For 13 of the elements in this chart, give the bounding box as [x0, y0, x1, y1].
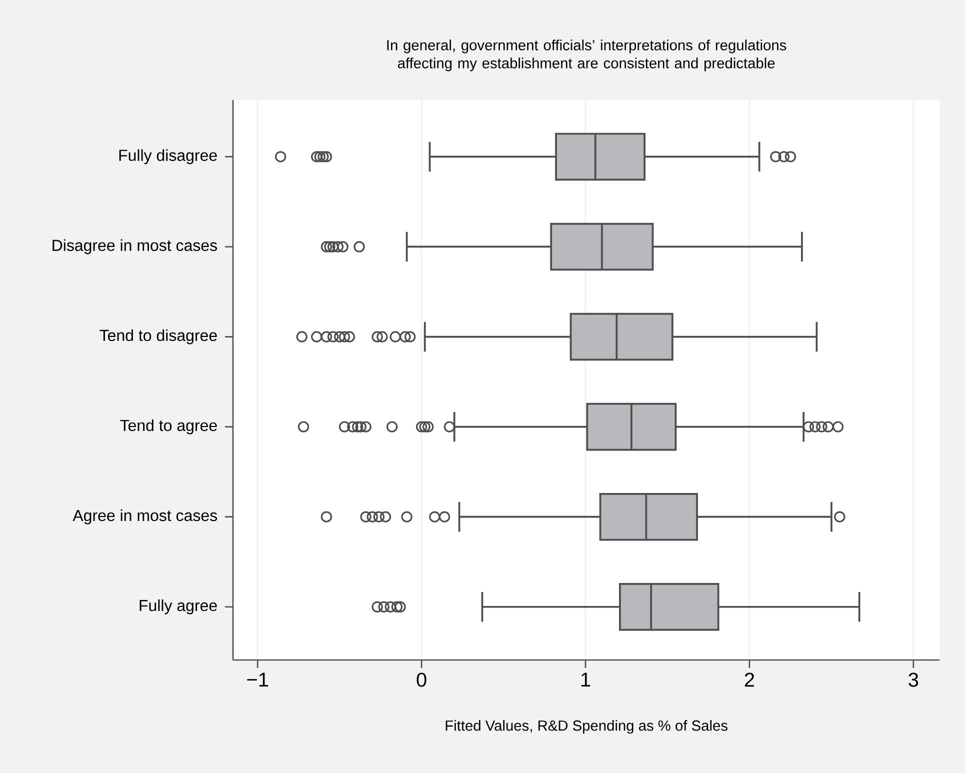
y-tick-label: Agree in most cases [72, 509, 218, 524]
x-tick-label: 2 [744, 672, 754, 687]
x-tick-label: 3 [908, 672, 918, 687]
x-axis-title: Fitted Values, R&D Spending as % of Sales [446, 720, 728, 734]
y-tick-label: Fully agree [140, 599, 217, 614]
y-tick-label: Fully disagree [119, 149, 217, 164]
y-tick-label: Tend to disagree [100, 329, 217, 344]
x-tick-label: 1 [581, 672, 590, 686]
y-tick-label: Tend to agree [120, 419, 217, 434]
x-tick-label: 0 [416, 672, 426, 687]
y-tick-label: Disagree in most cases [52, 239, 218, 254]
x-tick-label: −1 [247, 672, 268, 686]
chart-title: In general, government officials’ interpretations of regulations affecting my establishment are consistent and predictable [387, 40, 786, 72]
